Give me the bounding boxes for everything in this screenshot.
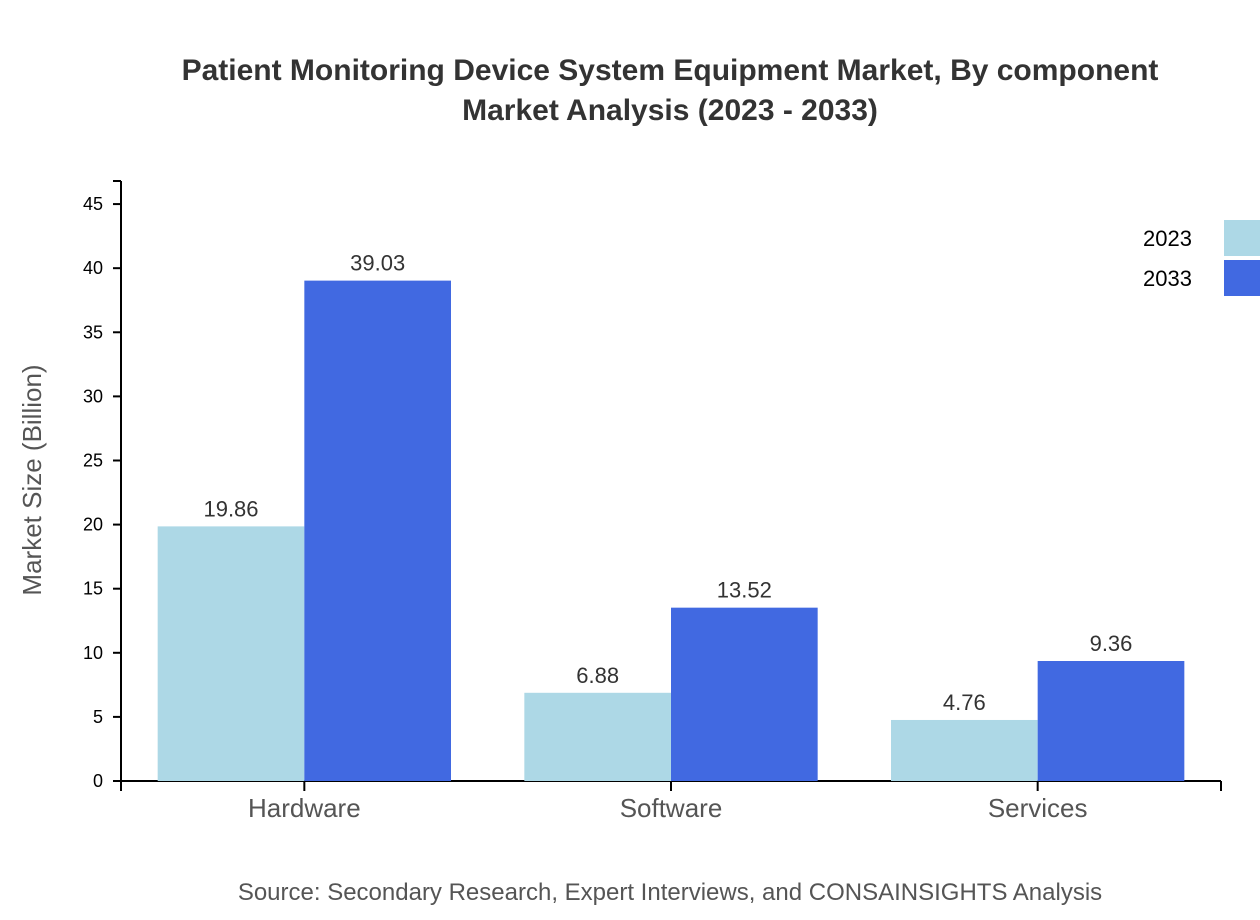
data-label: 6.88 [576,663,619,688]
legend-swatch-2023 [1224,220,1260,256]
legend-swatch-2033 [1224,260,1260,296]
legend-label: 2023 [1143,226,1192,251]
y-axis-label: Market Size (Billion) [17,364,47,595]
bar-2033-software [671,607,818,781]
data-label: 9.36 [1090,631,1133,656]
x-tick-label: Services [988,793,1088,823]
x-tick-label: Hardware [248,793,361,823]
y-tick-label: 15 [83,579,103,599]
y-tick-label: 40 [83,258,103,278]
chart-title-line-2: Market Analysis (2023 - 2033) [462,94,878,127]
bar-2023-software [524,692,671,781]
x-tick-label: Software [620,793,723,823]
data-label: 19.86 [203,496,258,521]
y-tick-label: 20 [83,515,103,535]
y-tick-label: 35 [83,322,103,342]
bar-2033-services [1037,661,1185,781]
y-tick-label: 45 [83,194,103,214]
bar-2023-services [891,719,1038,781]
y-tick-label: 25 [83,450,103,470]
y-tick-label: 10 [83,643,103,663]
y-tick-label: 30 [83,386,103,406]
data-label: 4.76 [943,690,986,715]
legend-label: 2033 [1143,266,1192,291]
chart-title-line-1: Patient Monitoring Device System Equipme… [182,54,1159,87]
bar-2023-hardware [157,526,305,781]
bar-2033-hardware [304,280,451,781]
data-label: 39.03 [350,251,405,276]
data-label: 13.52 [717,578,772,603]
y-tick-label: 0 [93,771,103,791]
y-tick-label: 5 [93,707,103,727]
source-note: Source: Secondary Research, Expert Inter… [238,879,1102,906]
